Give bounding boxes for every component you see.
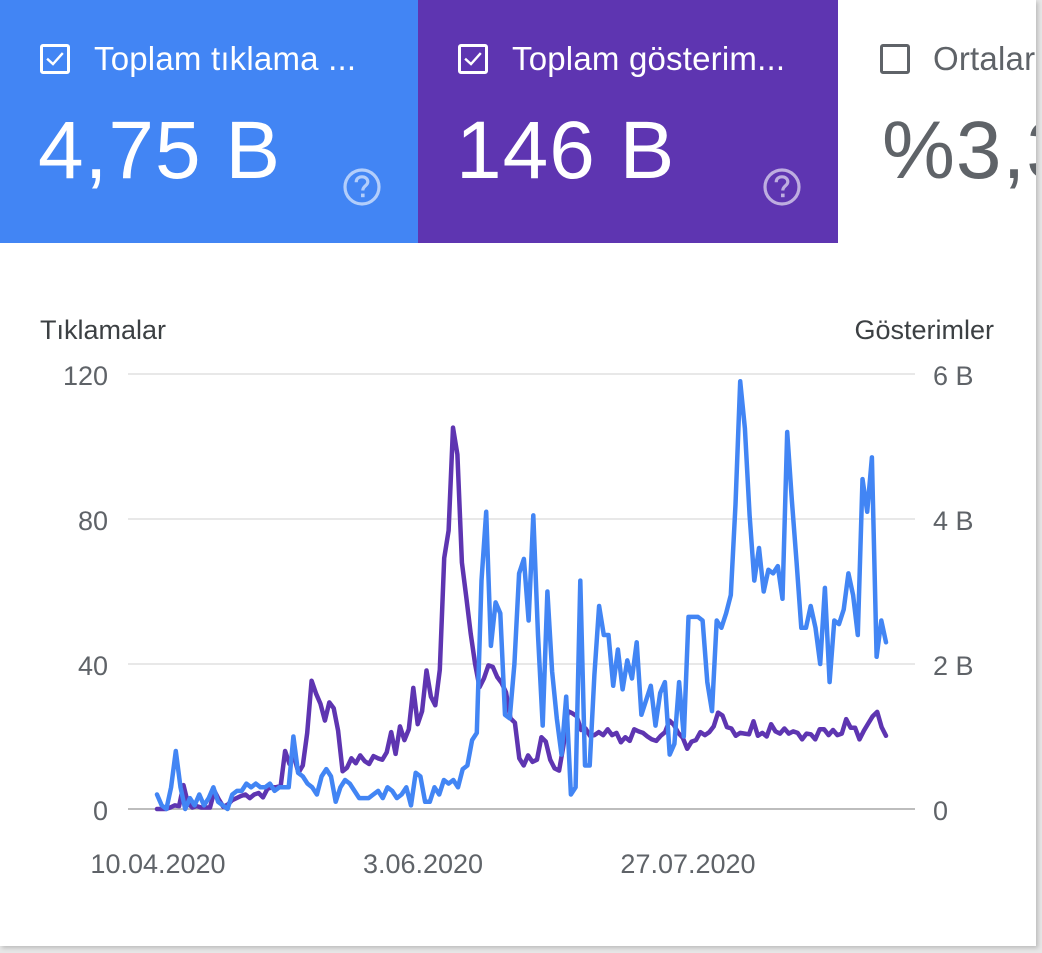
total-impressions-tile[interactable]: Toplam gösterim... 146 B [418, 0, 838, 243]
total-clicks-tile[interactable]: Toplam tıklama ... 4,75 B [0, 0, 418, 243]
checkmark-icon [46, 52, 64, 66]
left-axis-title: Tıklamalar [40, 315, 166, 345]
x-tick-label: 10.04.2020 [90, 849, 225, 879]
right-tick-label: 2 B [933, 651, 974, 681]
x-tick-label: 3.06.2020 [363, 849, 483, 879]
total-clicks-value: 4,75 B [38, 105, 282, 196]
right-tick-label: 6 B [933, 361, 974, 391]
total-clicks-label: Toplam tıklama ... [94, 40, 357, 77]
performance-chart: 0 0 40 2 B 80 4 B 120 6 B Tıklamalar Gösterimler 1… [0, 243, 1036, 946]
help-circle-icon[interactable] [762, 167, 802, 207]
average-ctr-tile[interactable]: Ortalar %3,3 [838, 0, 1036, 243]
left-tick-label: 80 [78, 506, 108, 536]
right-axis-title: Gösterimler [854, 315, 994, 345]
impressions-series-line [154, 425, 889, 812]
average-ctr-label: Ortalar [933, 40, 1036, 77]
total-impressions-label: Toplam gösterim... [512, 40, 786, 77]
checkmark-icon [464, 52, 482, 66]
chart-svg: 0 0 40 2 B 80 4 B 120 6 B Tıklamalar Gösterimler 1… [40, 315, 994, 879]
right-tick-label: 0 [933, 796, 948, 826]
left-tick-label: 40 [78, 651, 108, 681]
average-ctr-value: %3,3 [882, 105, 1036, 196]
left-tick-label: 0 [93, 796, 108, 826]
total-impressions-value: 146 B [456, 105, 676, 196]
left-tick-label: 120 [63, 361, 108, 391]
checkbox-checked-icon[interactable] [458, 44, 488, 74]
right-tick-label: 4 B [933, 506, 974, 536]
checkbox-unchecked-icon[interactable] [880, 44, 910, 74]
x-tick-label: 27.07.2020 [620, 849, 755, 879]
help-circle-icon[interactable] [342, 167, 382, 207]
clicks-series-line [154, 379, 889, 812]
checkbox-checked-icon[interactable] [40, 44, 70, 74]
